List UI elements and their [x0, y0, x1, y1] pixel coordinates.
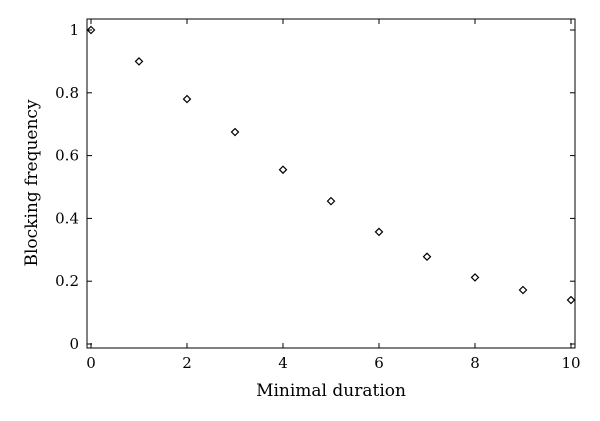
- y-tick-label: 0.8: [55, 84, 79, 102]
- x-tick-label: 2: [182, 354, 192, 372]
- data-point: [422, 252, 432, 262]
- x-tick-label: 0: [86, 354, 96, 372]
- data-points: [86, 25, 576, 305]
- data-point: [566, 295, 576, 305]
- axis-tick-labels: 0 2 4 6 8 10 0 0.2 0.4 0.6 0.8 1: [55, 21, 580, 372]
- y-tick-label: 0.2: [55, 272, 79, 290]
- plot-frame: [86, 18, 576, 349]
- y-tick-label: 0: [69, 335, 79, 353]
- data-point: [230, 127, 240, 137]
- axis-ticks: [87, 19, 575, 348]
- data-point: [326, 196, 336, 206]
- data-point: [134, 57, 144, 66]
- x-tick-label: 4: [278, 354, 288, 372]
- y-axis-label: Blocking frequency: [22, 99, 42, 266]
- y-tick-label: 0.4: [55, 209, 79, 227]
- y-tick-label: 0.6: [55, 147, 79, 165]
- y-tick-label: 1: [69, 21, 79, 39]
- data-point: [86, 25, 96, 35]
- data-point: [278, 165, 288, 175]
- data-point: [470, 273, 480, 282]
- x-axis-label: Minimal duration: [256, 381, 406, 401]
- x-tick-label: 8: [470, 354, 480, 372]
- data-point: [518, 285, 528, 295]
- x-tick-label: 6: [374, 354, 384, 372]
- data-point: [374, 227, 384, 237]
- data-point: [182, 94, 192, 104]
- x-tick-label: 10: [561, 354, 580, 372]
